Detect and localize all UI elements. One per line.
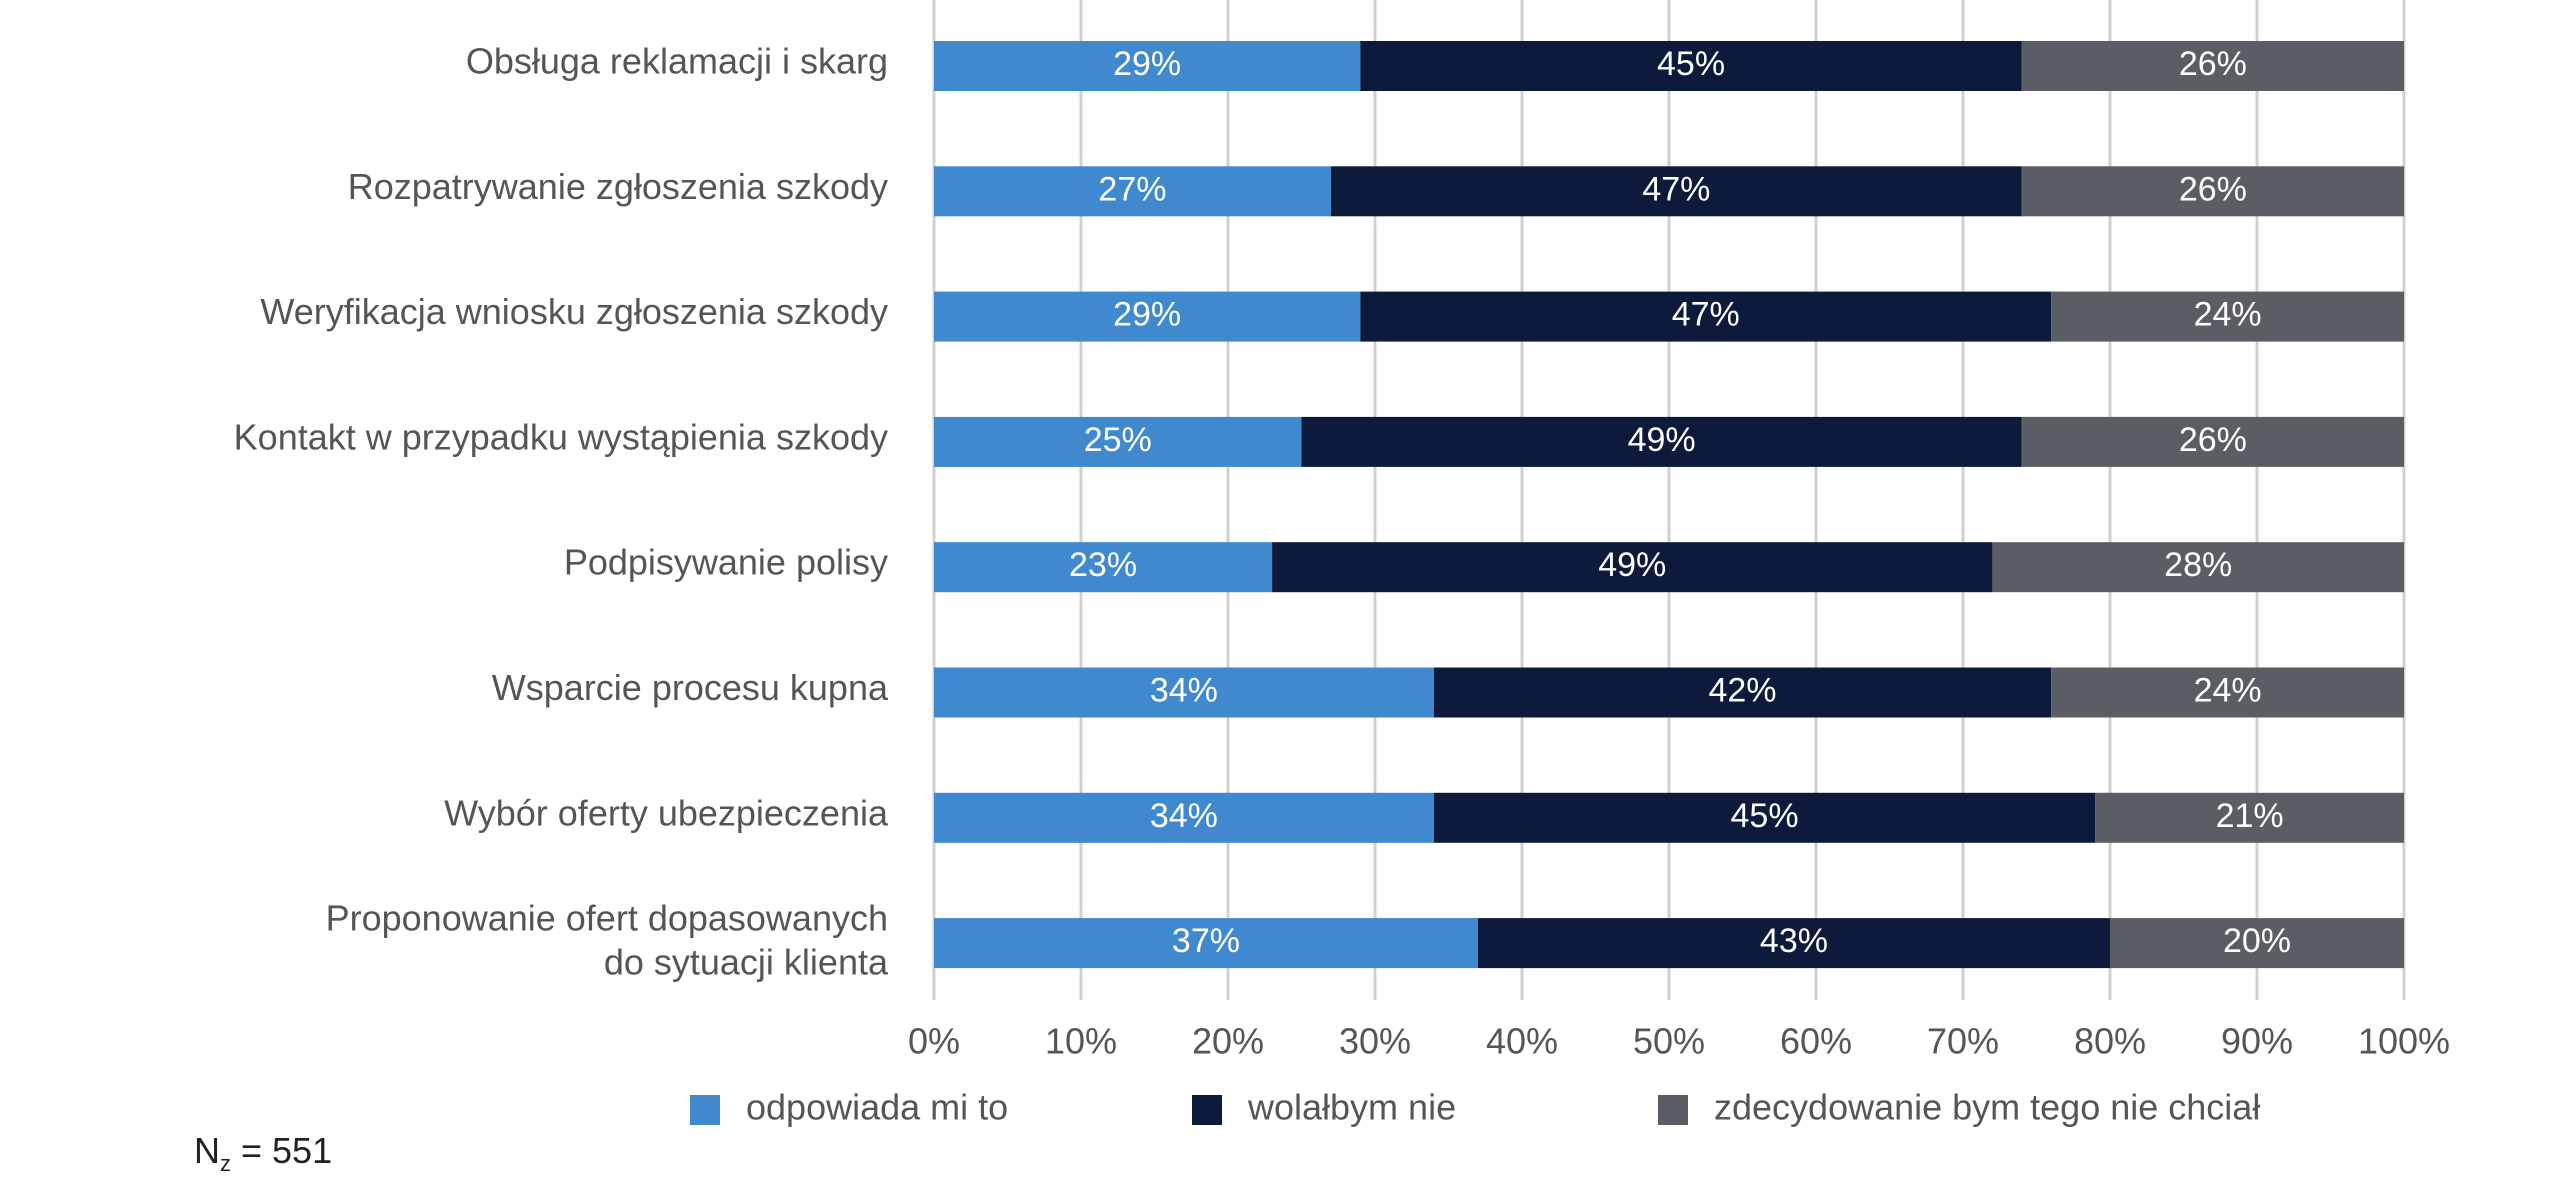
legend-swatch bbox=[1658, 1095, 1688, 1125]
category-label: Podpisywanie polisy bbox=[564, 542, 888, 583]
legend-swatch bbox=[690, 1095, 720, 1125]
data-label: 24% bbox=[2194, 296, 2262, 334]
x-tick-label: 70% bbox=[1927, 1021, 1999, 1062]
bar-segment bbox=[2110, 918, 2404, 969]
data-label: 49% bbox=[1598, 546, 1666, 584]
data-label: 29% bbox=[1113, 45, 1181, 83]
bar-segment bbox=[934, 918, 1478, 969]
category-label: do sytuacji klienta bbox=[604, 942, 889, 983]
sample-size-note: Nz = 551 bbox=[194, 1130, 332, 1177]
data-label: 43% bbox=[1760, 922, 1828, 960]
x-tick-label: 30% bbox=[1339, 1021, 1411, 1062]
bar-segment bbox=[934, 41, 1361, 91]
bar-segment bbox=[934, 291, 1361, 342]
x-tick-label: 100% bbox=[2358, 1021, 2450, 1062]
category-labels: Obsługa reklamacji i skarg Rozpatrywanie … bbox=[234, 41, 889, 983]
data-label: 47% bbox=[1672, 296, 1740, 334]
bar-segment bbox=[934, 542, 1273, 593]
data-label: 49% bbox=[1628, 421, 1696, 459]
data-label: 26% bbox=[2179, 421, 2247, 459]
bar-segment bbox=[934, 416, 1302, 467]
bar-segment bbox=[2021, 416, 2404, 467]
x-tick-label: 40% bbox=[1486, 1021, 1558, 1062]
bar-segment bbox=[2095, 792, 2404, 843]
x-axis-ticks: 0% 10% 20% 30% 40% 50% 60% 70% 80% 90% 100% bbox=[908, 1021, 2450, 1062]
bar-segment bbox=[1301, 416, 2022, 467]
bar-segment bbox=[1330, 166, 2022, 217]
bar-segment bbox=[1272, 542, 1993, 593]
bar-segment bbox=[2021, 41, 2404, 91]
bar-segment bbox=[1360, 291, 2052, 342]
data-label: 29% bbox=[1113, 296, 1181, 334]
bar-segment bbox=[934, 166, 1331, 217]
category-label: Weryfikacja wniosku zgłoszenia szkody bbox=[260, 291, 888, 332]
data-label: 21% bbox=[2216, 797, 2284, 835]
category-label: Proponowanie ofert dopasowanych bbox=[326, 898, 888, 939]
legend: odpowiada mi to wolałbym nie zdecydowanie … bbox=[690, 1087, 2260, 1128]
data-label: 26% bbox=[2179, 170, 2247, 208]
gridlines bbox=[932, 0, 2406, 1000]
data-label: 34% bbox=[1150, 797, 1218, 835]
data-label: 45% bbox=[1657, 45, 1725, 83]
x-tick-label: 20% bbox=[1192, 1021, 1264, 1062]
x-tick-label: 0% bbox=[908, 1021, 960, 1062]
bar-segment bbox=[1433, 667, 2052, 718]
data-label: 23% bbox=[1069, 546, 1137, 584]
data-label: 47% bbox=[1642, 170, 1710, 208]
data-label: 27% bbox=[1098, 170, 1166, 208]
data-label: 20% bbox=[2223, 922, 2291, 960]
bar-segment bbox=[934, 792, 1434, 843]
x-tick-label: 60% bbox=[1780, 1021, 1852, 1062]
legend-label: odpowiada mi to bbox=[746, 1087, 1008, 1128]
data-label: 34% bbox=[1150, 671, 1218, 709]
category-label: Kontakt w przypadku wystąpienia szkody bbox=[234, 416, 888, 457]
bar-segment bbox=[934, 667, 1434, 718]
x-tick-label: 50% bbox=[1633, 1021, 1705, 1062]
category-label: Obsługa reklamacji i skarg bbox=[466, 41, 888, 82]
bar-segment bbox=[1477, 918, 2110, 969]
data-label: 42% bbox=[1708, 671, 1776, 709]
data-label: 26% bbox=[2179, 45, 2247, 83]
bar-segment bbox=[2051, 291, 2404, 342]
x-tick-label: 10% bbox=[1045, 1021, 1117, 1062]
bar-segment bbox=[1992, 542, 2404, 593]
bar-segment bbox=[2051, 667, 2404, 718]
bar-segment bbox=[2021, 166, 2404, 217]
data-label: 25% bbox=[1084, 421, 1152, 459]
data-label: 28% bbox=[2164, 546, 2232, 584]
data-label: 24% bbox=[2194, 671, 2262, 709]
note-subscript: z bbox=[220, 1151, 231, 1177]
legend-label: zdecydowanie bym tego nie chciał bbox=[1714, 1087, 2260, 1128]
bars: 29% 45% 26% 27% 47% 26% 29% 47% 24% 25% 49% 26% 23% 4… bbox=[934, 41, 2404, 969]
data-label: 37% bbox=[1172, 922, 1240, 960]
bar-segment bbox=[1433, 792, 2096, 843]
x-tick-label: 90% bbox=[2221, 1021, 2293, 1062]
note-suffix: = 551 bbox=[231, 1130, 333, 1171]
x-tick-label: 80% bbox=[2074, 1021, 2146, 1062]
category-label: Rozpatrywanie zgłoszenia szkody bbox=[348, 166, 888, 207]
note-prefix: N bbox=[194, 1130, 220, 1171]
legend-swatch bbox=[1192, 1095, 1222, 1125]
category-label: Wsparcie procesu kupna bbox=[492, 667, 889, 708]
data-label: 45% bbox=[1731, 797, 1799, 835]
legend-label: wolałbym nie bbox=[1247, 1087, 1456, 1128]
bar-segment bbox=[1360, 41, 2022, 91]
category-label: Wybór oferty ubezpieczenia bbox=[444, 792, 889, 833]
